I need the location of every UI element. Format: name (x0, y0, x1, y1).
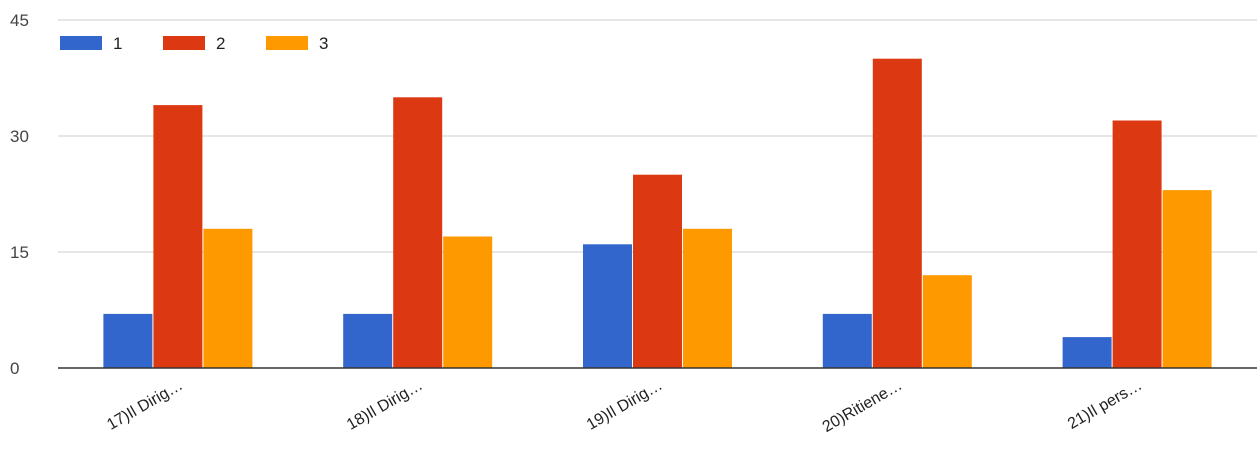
bar-series-2-2[interactable] (393, 97, 443, 369)
bar-series-3-2[interactable] (443, 236, 493, 369)
bar-series-1-5[interactable] (1062, 337, 1112, 368)
bar-series-1-1[interactable] (103, 313, 153, 368)
bar-series-3-5[interactable] (1162, 190, 1212, 368)
x-tick-label: 20)Ritiene… (820, 377, 906, 436)
bar-series-3-1[interactable] (203, 228, 253, 368)
legend-swatch-3 (266, 36, 308, 50)
bar-series-3-4[interactable] (922, 275, 972, 368)
bar-series-2-5[interactable] (1112, 120, 1162, 369)
y-tick-label: 45 (10, 11, 29, 30)
bar-series-3-3[interactable] (683, 228, 732, 368)
bar-series-1-3[interactable] (583, 244, 632, 368)
x-tick-label: 19)Il Dirig… (584, 377, 666, 434)
bar-series-1-2[interactable] (343, 313, 393, 368)
y-tick-label: 30 (10, 127, 29, 146)
y-tick-label: 0 (10, 359, 19, 378)
x-tick-label: 21)Il pers… (1065, 377, 1145, 433)
bars (103, 58, 1212, 369)
y-tick-label: 15 (10, 243, 29, 262)
y-axis-tick-labels: 0 15 30 45 (10, 11, 29, 378)
legend-label-2: 2 (216, 34, 225, 53)
legend-swatch-2 (163, 36, 205, 50)
legend: 1 2 3 (60, 34, 328, 53)
bar-series-1-4[interactable] (822, 313, 872, 368)
legend-swatch-1 (60, 36, 102, 50)
legend-label-3: 3 (319, 34, 328, 53)
x-tick-label: 17)Il Dirig… (104, 377, 186, 434)
x-axis-tick-labels: 17)Il Dirig… 18)Il Dirig… 19)Il Dirig… 20)R… (104, 377, 1145, 436)
bar-series-2-4[interactable] (872, 58, 922, 368)
bar-series-2-3[interactable] (633, 174, 682, 368)
x-tick-label: 18)Il Dirig… (344, 377, 426, 434)
bar-series-2-1[interactable] (153, 105, 203, 368)
legend-label-1: 1 (113, 34, 122, 53)
